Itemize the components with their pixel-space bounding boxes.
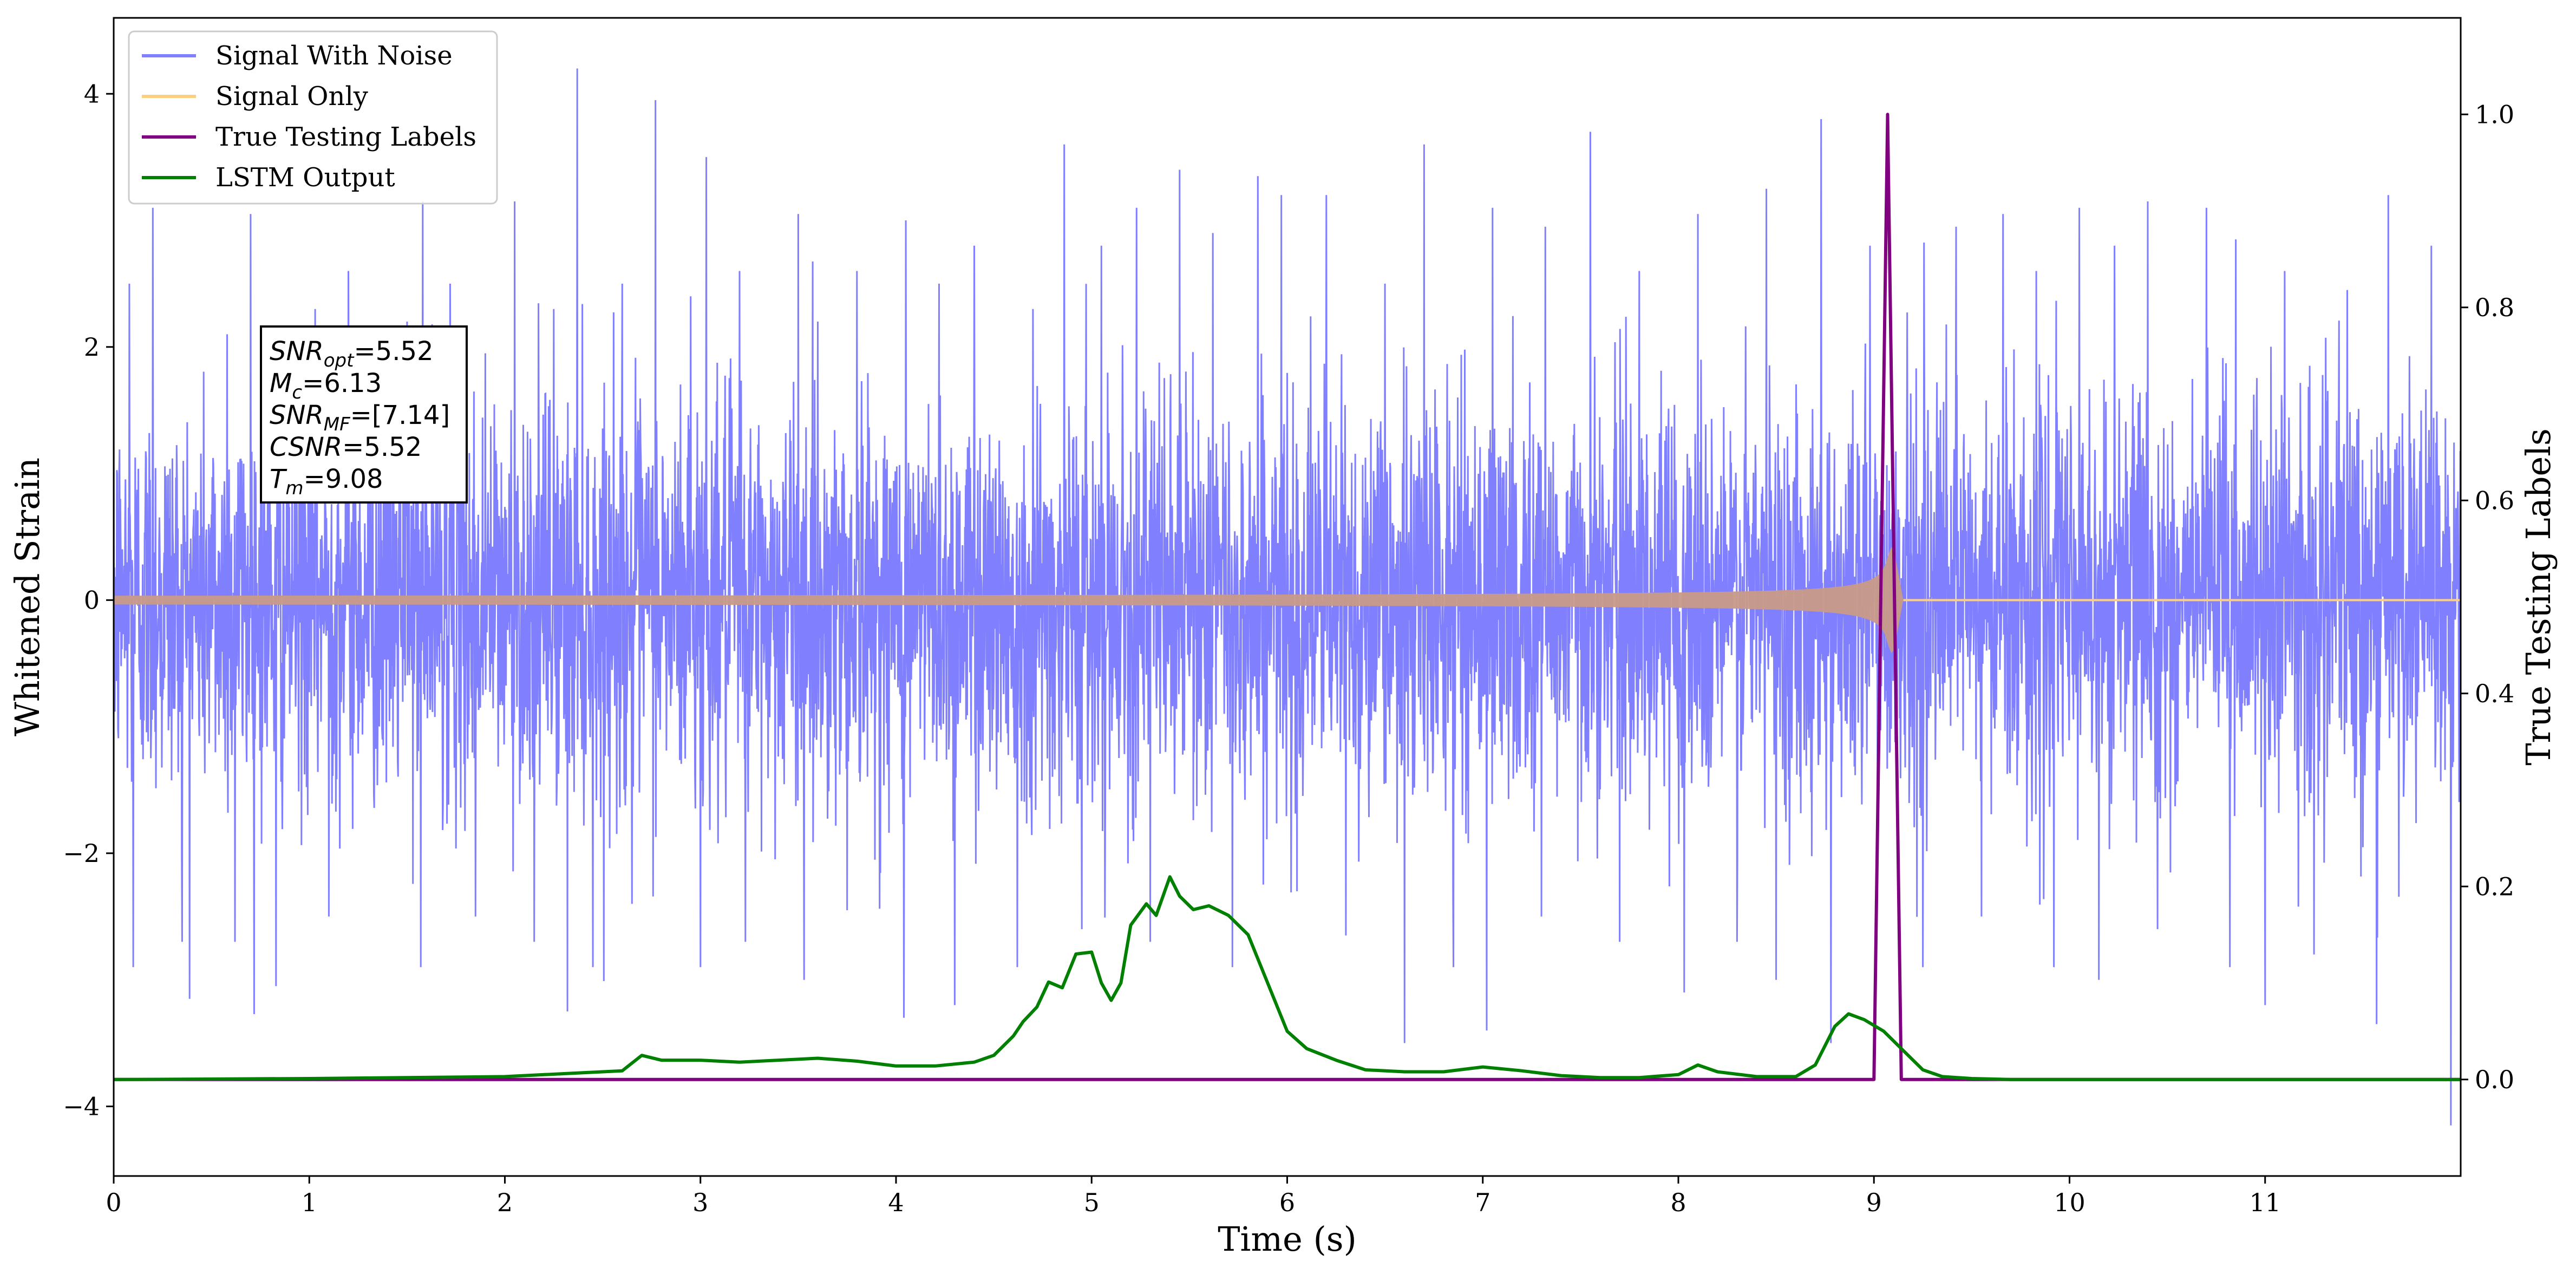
y2-tick-label: 1.0 [2475, 100, 2514, 129]
annotation-frame [260, 325, 468, 504]
legend-label: LSTM Output [215, 162, 395, 193]
annotation-line: SNRMF=[7.14] [270, 400, 450, 435]
annotation-line: Tm=9.08 [270, 464, 383, 499]
x-tick-label: 5 [1084, 1188, 1100, 1217]
x-tick-label: 10 [2054, 1188, 2085, 1217]
x-tick-label: 9 [1866, 1188, 1882, 1217]
x-tick-label: 8 [1670, 1188, 1686, 1217]
x-axis-label: Time (s) [1218, 1219, 1357, 1259]
annotation-line: CSNR=5.52 [270, 432, 422, 462]
series-group [114, 68, 2461, 1126]
plot-area [114, 68, 2461, 1126]
x-tick-label: 4 [888, 1188, 904, 1217]
legend: Signal With Noise Signal Only True Testing… [128, 30, 498, 205]
x-tick-label: 2 [497, 1188, 513, 1217]
y-tick-label: 2 [84, 332, 100, 362]
legend-box [128, 30, 498, 205]
series-signal-with-noise [114, 68, 2461, 1126]
y2-tick-label: 0.0 [2475, 1065, 2514, 1094]
y-tick-label: 0 [84, 585, 100, 615]
legend-label: Signal With Noise [215, 41, 453, 71]
x-tick-label: 3 [692, 1188, 708, 1217]
x-tick-label: 6 [1279, 1188, 1295, 1217]
y-axis-label: Whitened Strain [8, 458, 47, 736]
legend-label: Signal Only [215, 81, 368, 112]
x-tick-label: 1 [302, 1188, 317, 1217]
y2-tick-label: 0.4 [2475, 679, 2514, 708]
y2-tick-label: 0.8 [2475, 293, 2514, 322]
axis-ticks: 0 1 2 3 4 5 6 7 8 9 10 11 −4 −2 0 2 4 0.0 0.2 0.4 0.6 0.8 1.0 [63, 79, 2514, 1217]
x-tick-label: 11 [2249, 1188, 2281, 1217]
legend-label: True Testing Labels [215, 122, 476, 152]
y-tick-label: 4 [84, 79, 100, 108]
series-lstm-output [114, 875, 2461, 1081]
x-tick-label: 7 [1475, 1188, 1490, 1217]
y2-tick-label: 0.2 [2475, 872, 2514, 901]
annotation-box: SNRopt=5.52Mc=6.13SNRMF=[7.14]CSNR=5.52T… [260, 325, 468, 504]
y-tick-label: −4 [63, 1092, 100, 1121]
series-signal-only-envelope [114, 547, 1904, 654]
annotation-line: SNRopt=5.52 [270, 336, 434, 371]
y2-axis-label: True Testing Labels [2519, 428, 2558, 766]
x-tick-label: 0 [106, 1188, 121, 1217]
y-tick-label: −2 [63, 839, 100, 868]
y2-tick-label: 0.6 [2475, 486, 2514, 515]
annotation-line: Mc=6.13 [270, 368, 382, 403]
